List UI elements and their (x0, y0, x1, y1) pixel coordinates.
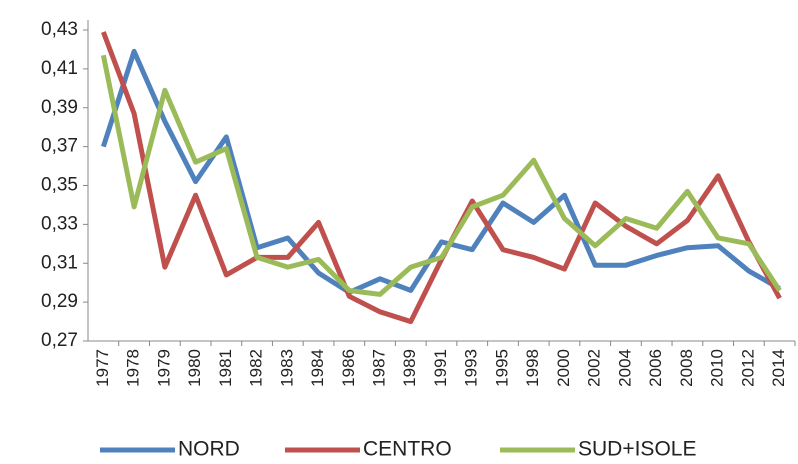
x-tick-label: 2014 (769, 349, 788, 387)
y-tick-label: 0,29 (41, 291, 78, 312)
x-tick-label: 1981 (216, 349, 235, 387)
y-tick-label: 0,39 (41, 97, 78, 118)
x-tick-label: 1991 (431, 349, 450, 387)
x-tick-label: 1995 (492, 349, 511, 387)
x-tick-label: 1989 (400, 349, 419, 387)
x-tick-label: 2002 (585, 349, 604, 387)
legend-label: NORD (178, 438, 240, 461)
x-tick-label: 1984 (308, 349, 327, 387)
y-tick-label: 0,43 (41, 19, 78, 40)
x-tick-label: 2012 (738, 349, 757, 387)
x-tick-label: 2008 (677, 349, 696, 387)
x-tick-label: 1977 (93, 349, 112, 387)
x-tick-label: 2004 (615, 349, 634, 387)
x-tick-label: 1982 (247, 349, 266, 387)
x-tick-label: 1998 (523, 349, 542, 387)
x-tick-label: 1978 (124, 349, 143, 387)
x-tick-label: 1986 (339, 349, 358, 387)
x-tick-label: 1993 (462, 349, 481, 387)
x-tick-label: 1987 (370, 349, 389, 387)
y-tick-label: 0,41 (41, 58, 78, 79)
legend-label: CENTRO (363, 438, 452, 461)
y-tick-label: 0,37 (41, 136, 78, 157)
series-line (100, 54, 782, 297)
y-tick-label: 0,35 (41, 175, 78, 196)
x-tick-label: 2010 (708, 349, 727, 387)
y-tick-label: 0,33 (41, 213, 78, 234)
y-tick-label: 0,27 (41, 330, 78, 351)
x-tick-label: 1983 (277, 349, 296, 387)
x-tick-label: 2000 (554, 349, 573, 387)
series-line (101, 31, 782, 325)
legend-label: SUD+ISOLE (578, 438, 696, 461)
x-tick-label: 1979 (154, 349, 173, 387)
x-tick-label: 1980 (185, 349, 204, 387)
y-tick-label: 0,31 (41, 252, 78, 273)
x-tick-label: 2006 (646, 349, 665, 387)
